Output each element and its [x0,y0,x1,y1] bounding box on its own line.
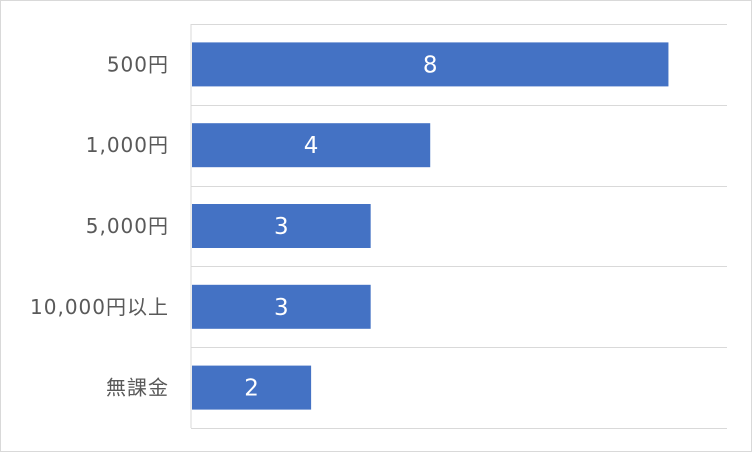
data-label: 2 [244,376,259,402]
category-label: 500円 [107,52,169,76]
data-label: 3 [274,295,289,321]
gridlines [191,24,727,429]
category-label: 5,000円 [86,214,169,238]
data-label: 4 [304,133,319,159]
data-label: 8 [423,52,438,78]
data-label: 3 [274,214,289,240]
bar [192,123,431,168]
category-label: 10,000円以上 [30,295,169,319]
category-label: 1,000円 [86,133,169,157]
bar [192,365,312,410]
bar [192,284,371,329]
bar [192,204,371,248]
data-labels: 8 4 3 3 2 [244,52,437,401]
category-label: 無課金 [106,376,169,400]
bars [192,42,669,410]
bar [192,42,669,87]
